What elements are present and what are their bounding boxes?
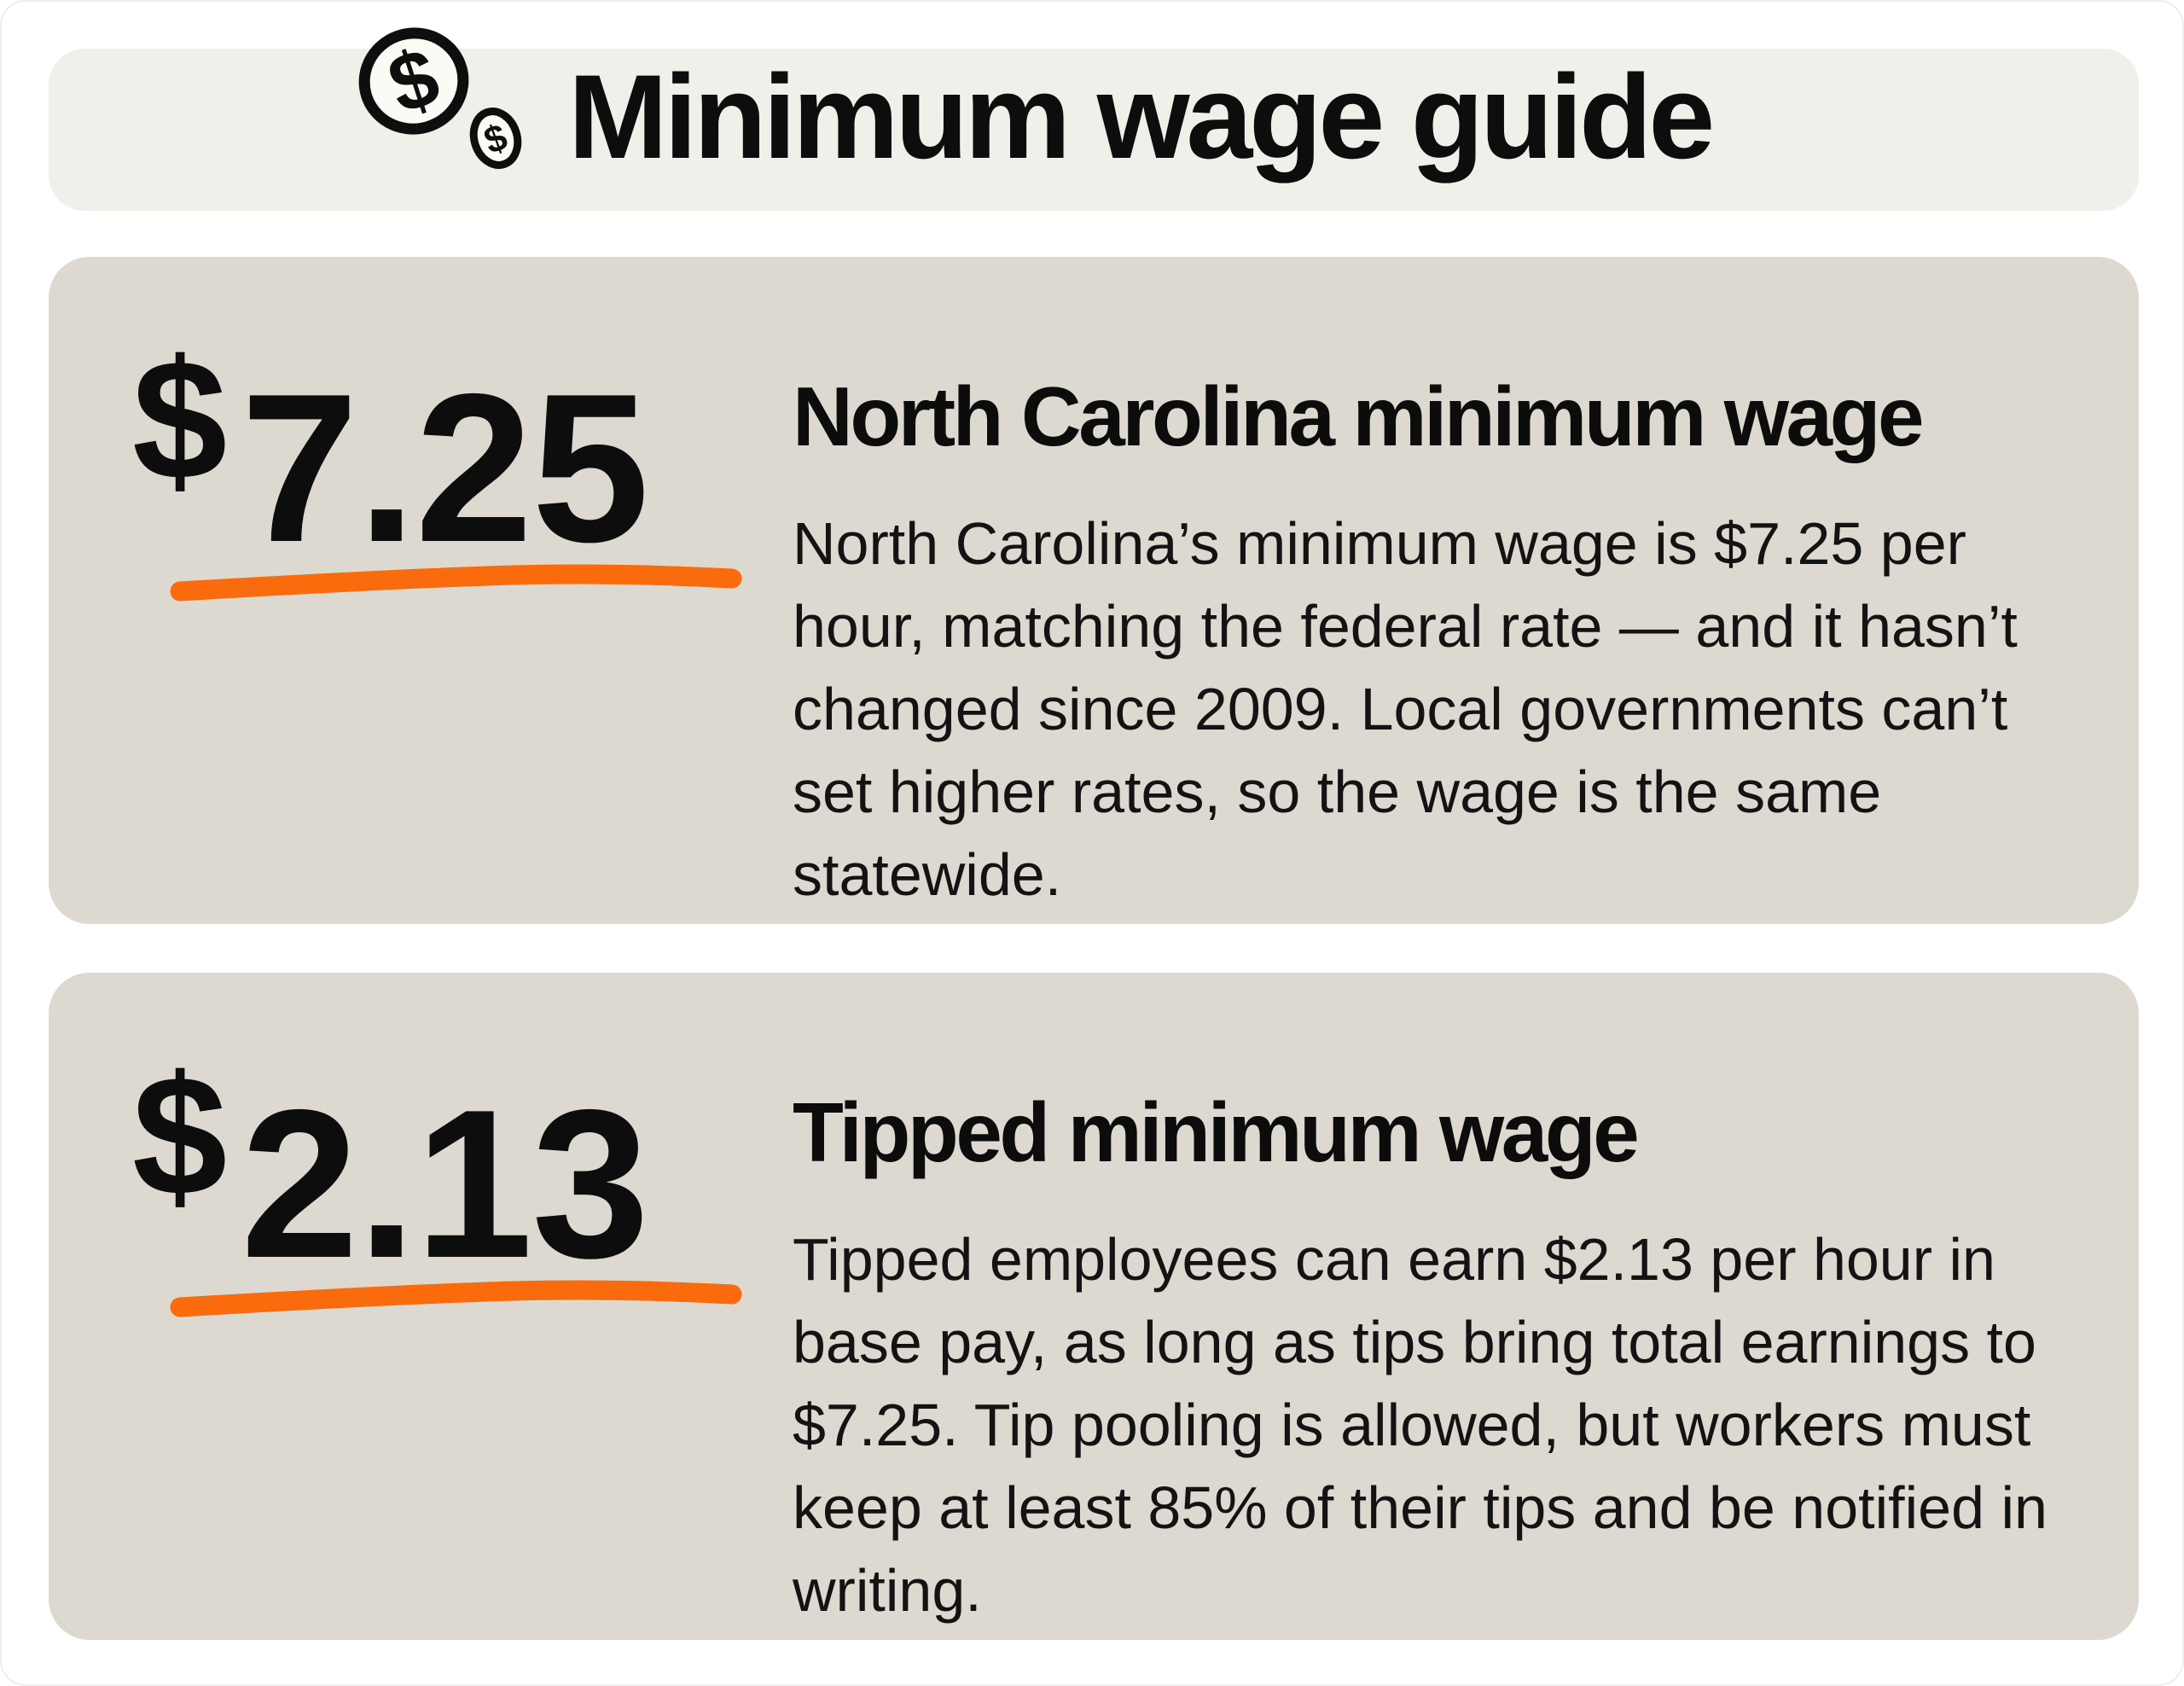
- card-body-text: North Carolina’s minimum wage is $7.25 p…: [793, 510, 2018, 908]
- amount-value: 2.13: [241, 1065, 649, 1302]
- card-body-text: Tipped employees can earn $2.13 per hour…: [793, 1226, 2048, 1624]
- card-heading: Tipped minimum wage: [793, 1085, 1640, 1179]
- coins-icon: $ $: [358, 27, 522, 169]
- small-coin: $: [469, 108, 522, 169]
- currency-symbol: $: [132, 325, 228, 515]
- price-state: $ 7.25: [132, 325, 649, 586]
- card-tipped-minimum-wage: $ 2.13 Tipped minimum wage Tipped employ…: [49, 973, 2139, 1640]
- price-tipped: $ 2.13: [132, 1041, 649, 1302]
- card-info: North Carolina minimum wage North Caroli…: [793, 375, 2077, 916]
- orange-underline: [170, 1280, 742, 1317]
- amount-value: 7.25: [241, 349, 649, 586]
- card-info: Tipped minimum wage Tipped employees can…: [793, 1090, 2077, 1632]
- card-state-minimum-wage: $ 7.25 North Carolina minimum wage North…: [49, 257, 2139, 924]
- page-title: Minimum wage guide: [568, 49, 1715, 183]
- header-banner: $ $ Minimum wage guide: [49, 27, 2139, 211]
- card-heading: North Carolina minimum wage: [793, 369, 1925, 463]
- orange-underline: [170, 564, 742, 602]
- large-coin: $: [358, 27, 469, 135]
- currency-symbol: $: [132, 1041, 228, 1231]
